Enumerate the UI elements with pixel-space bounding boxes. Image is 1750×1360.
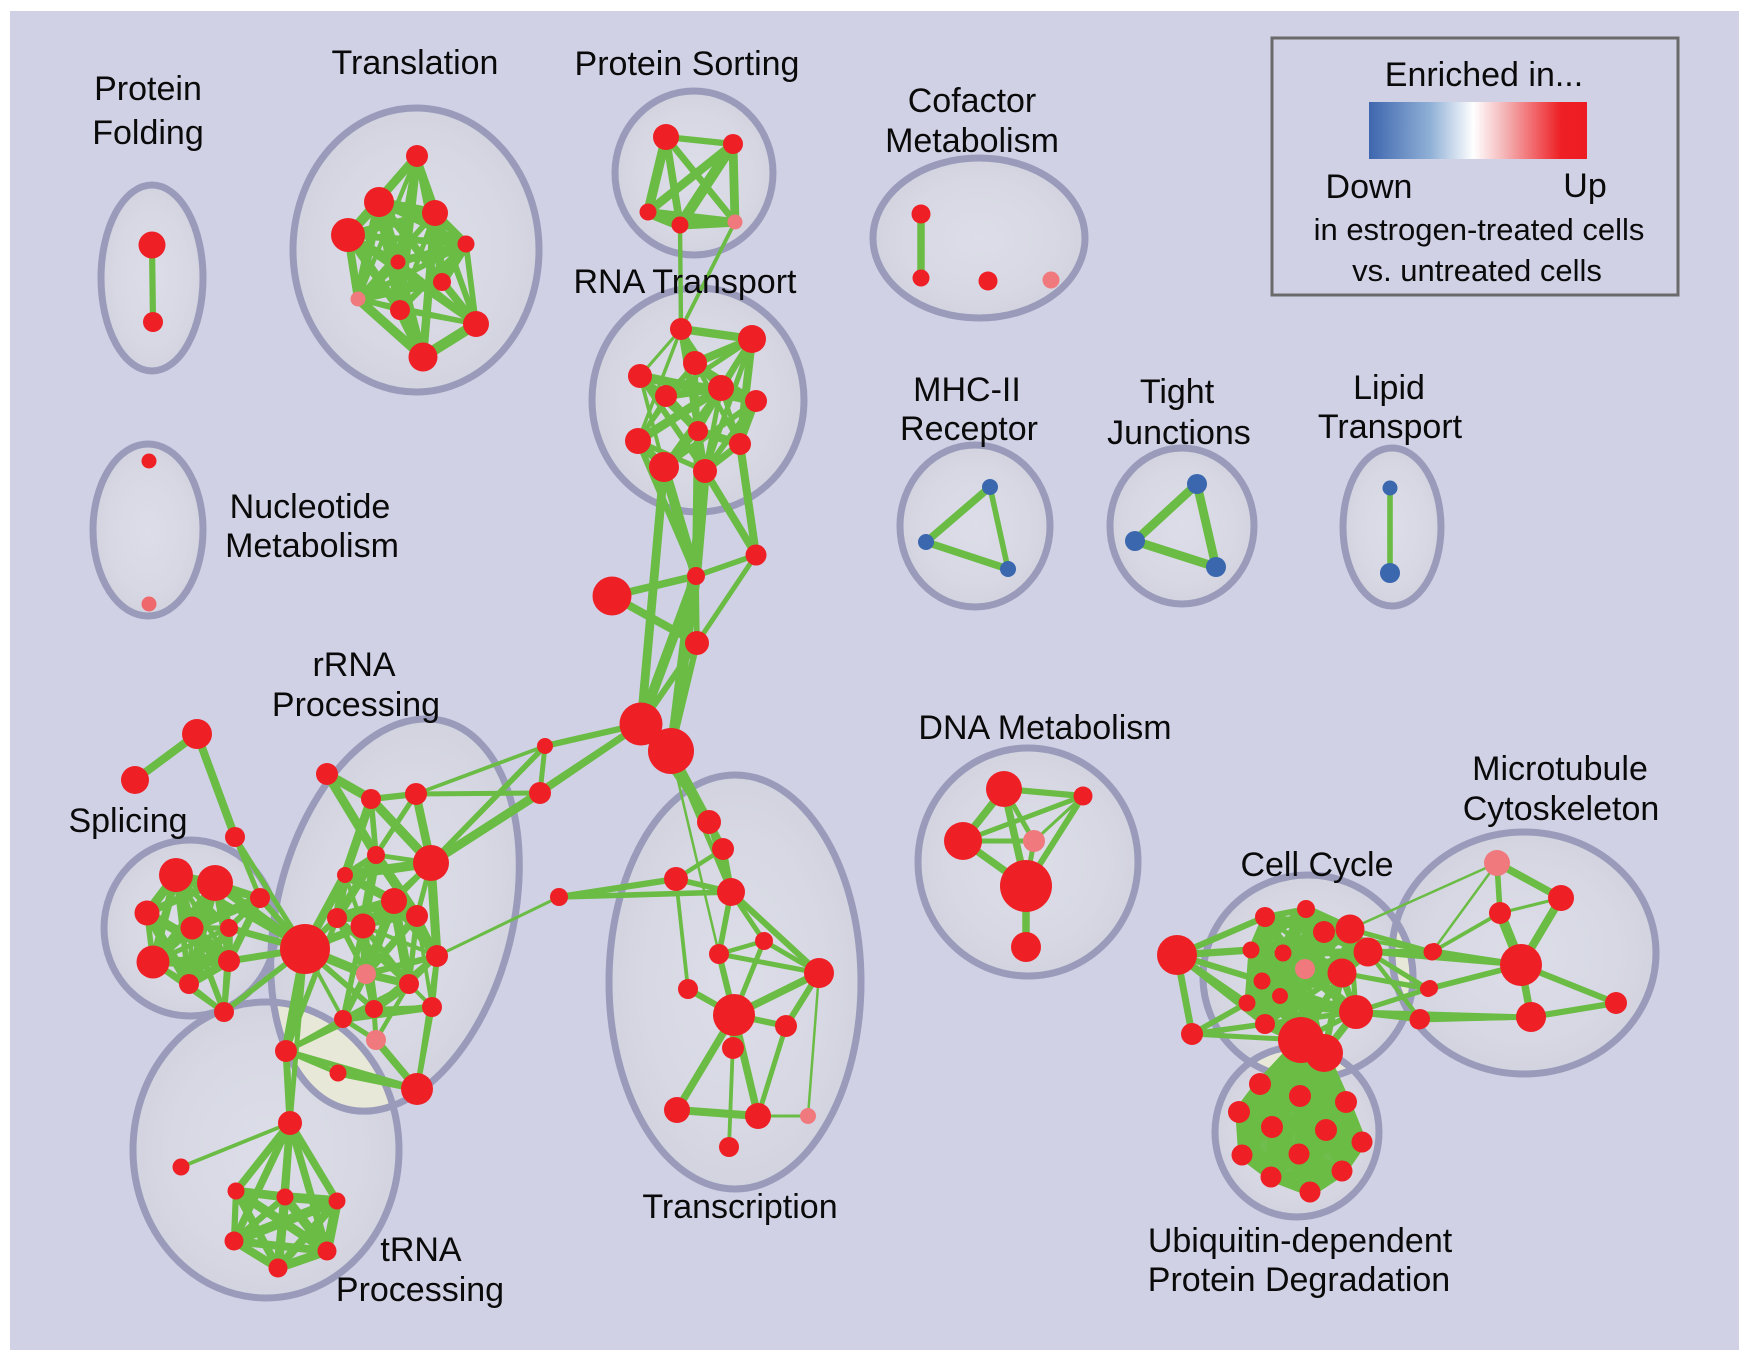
svg-text:MHC-II: MHC-II — [913, 371, 1021, 409]
svg-text:rRNA: rRNA — [312, 646, 395, 684]
svg-text:Metabolism: Metabolism — [225, 527, 399, 565]
svg-text:Tight: Tight — [1140, 373, 1215, 411]
svg-text:Junctions: Junctions — [1107, 414, 1251, 452]
svg-text:Lipid: Lipid — [1353, 369, 1425, 407]
svg-text:Processing: Processing — [272, 686, 440, 724]
svg-text:DNA Metabolism: DNA Metabolism — [918, 709, 1171, 747]
svg-text:Nucleotide: Nucleotide — [230, 488, 391, 526]
svg-text:Down: Down — [1326, 168, 1413, 206]
svg-text:Translation: Translation — [332, 44, 499, 82]
svg-text:Protein: Protein — [94, 70, 202, 108]
svg-text:Transcription: Transcription — [642, 1188, 837, 1226]
svg-text:Transport: Transport — [1318, 408, 1463, 446]
svg-text:Protein Degradation: Protein Degradation — [1148, 1261, 1450, 1299]
svg-text:Cytoskeleton: Cytoskeleton — [1463, 790, 1660, 828]
svg-text:Up: Up — [1563, 167, 1606, 205]
svg-text:Receptor: Receptor — [900, 410, 1038, 448]
svg-text:Metabolism: Metabolism — [885, 122, 1059, 160]
svg-text:Protein Sorting: Protein Sorting — [575, 45, 800, 83]
svg-text:Folding: Folding — [92, 114, 204, 152]
svg-text:Splicing: Splicing — [68, 802, 187, 840]
svg-text:vs. untreated cells: vs. untreated cells — [1352, 253, 1602, 288]
svg-text:in estrogen-treated cells: in estrogen-treated cells — [1314, 212, 1645, 247]
svg-text:Microtubule: Microtubule — [1472, 750, 1648, 788]
svg-text:Cell Cycle: Cell Cycle — [1240, 846, 1393, 884]
svg-text:tRNA: tRNA — [380, 1231, 462, 1269]
svg-text:Cofactor: Cofactor — [908, 82, 1037, 120]
svg-text:Enriched in...: Enriched in... — [1385, 56, 1583, 94]
svg-text:RNA Transport: RNA Transport — [574, 263, 798, 301]
svg-text:Ubiquitin-dependent: Ubiquitin-dependent — [1148, 1222, 1453, 1260]
svg-text:Processing: Processing — [336, 1271, 504, 1309]
